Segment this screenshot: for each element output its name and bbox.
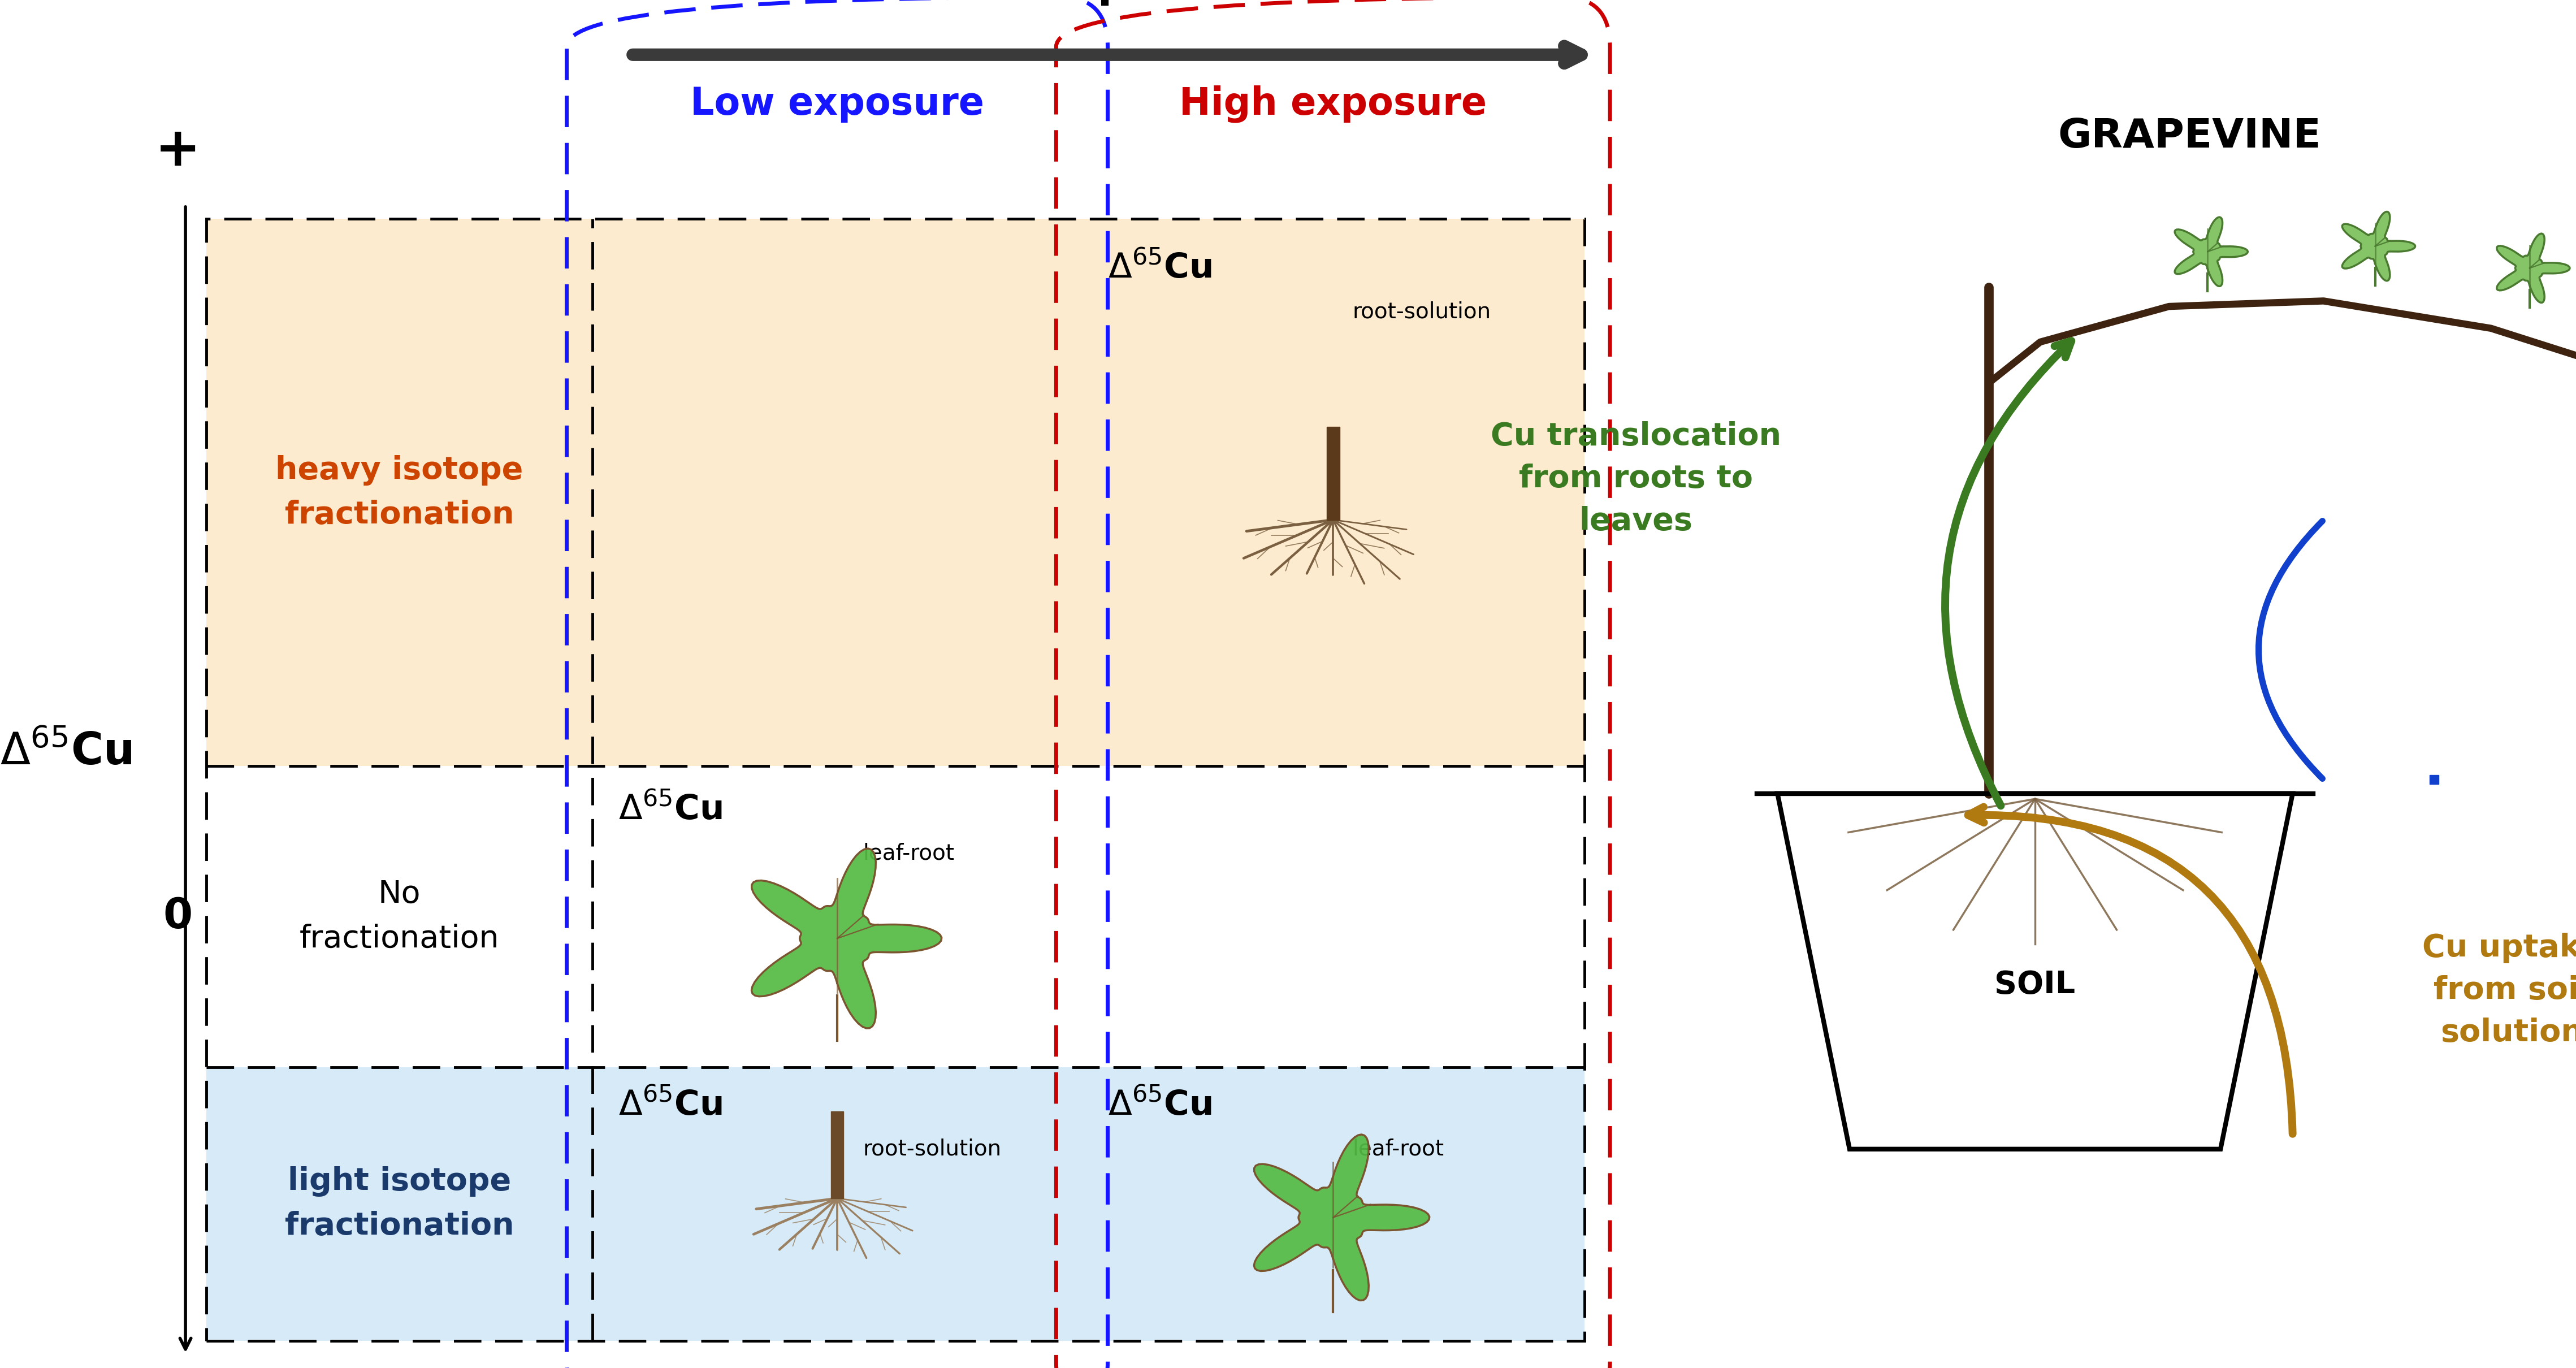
Text: leaf-root: leaf-root [863, 843, 956, 865]
Text: light isotope
fractionation: light isotope fractionation [283, 1166, 515, 1242]
FancyBboxPatch shape [206, 1067, 1584, 1341]
Text: root-solution: root-solution [1352, 301, 1492, 323]
Polygon shape [2342, 212, 2416, 280]
Text: Cu translocation
from roots to
leaves: Cu translocation from roots to leaves [1492, 421, 1780, 536]
Text: $\Delta^{65}$Cu: $\Delta^{65}$Cu [1108, 252, 1211, 286]
Polygon shape [832, 1111, 842, 1198]
Text: Cu exposure: Cu exposure [966, 0, 1262, 5]
Polygon shape [1327, 427, 1340, 520]
Text: $\Delta^{65}$Cu: $\Delta^{65}$Cu [0, 731, 131, 774]
Text: High exposure: High exposure [1180, 85, 1486, 123]
Text: GRAPEVINE: GRAPEVINE [2058, 118, 2321, 156]
FancyBboxPatch shape [206, 219, 1584, 766]
Polygon shape [1255, 1134, 1430, 1301]
Text: $\Delta^{65}$Cu: $\Delta^{65}$Cu [1108, 1089, 1211, 1123]
Text: heavy isotope
fractionation: heavy isotope fractionation [276, 454, 523, 531]
Text: root-solution: root-solution [863, 1138, 1002, 1160]
Polygon shape [2174, 218, 2249, 286]
Text: $\Delta^{65}$Cu: $\Delta^{65}$Cu [618, 1089, 721, 1123]
Text: SOIL: SOIL [1994, 970, 2076, 1000]
Polygon shape [2496, 234, 2571, 302]
Text: Low exposure: Low exposure [690, 85, 984, 123]
Text: $\Delta^{65}$Cu: $\Delta^{65}$Cu [618, 793, 721, 828]
Text: +: + [155, 124, 201, 176]
Text: No
fractionation: No fractionation [299, 878, 500, 955]
Text: 0: 0 [162, 896, 193, 937]
Text: leaf-root: leaf-root [1352, 1138, 1445, 1160]
Polygon shape [752, 848, 943, 1029]
Text: Cu uptake
from soil
solution: Cu uptake from soil solution [2421, 933, 2576, 1048]
